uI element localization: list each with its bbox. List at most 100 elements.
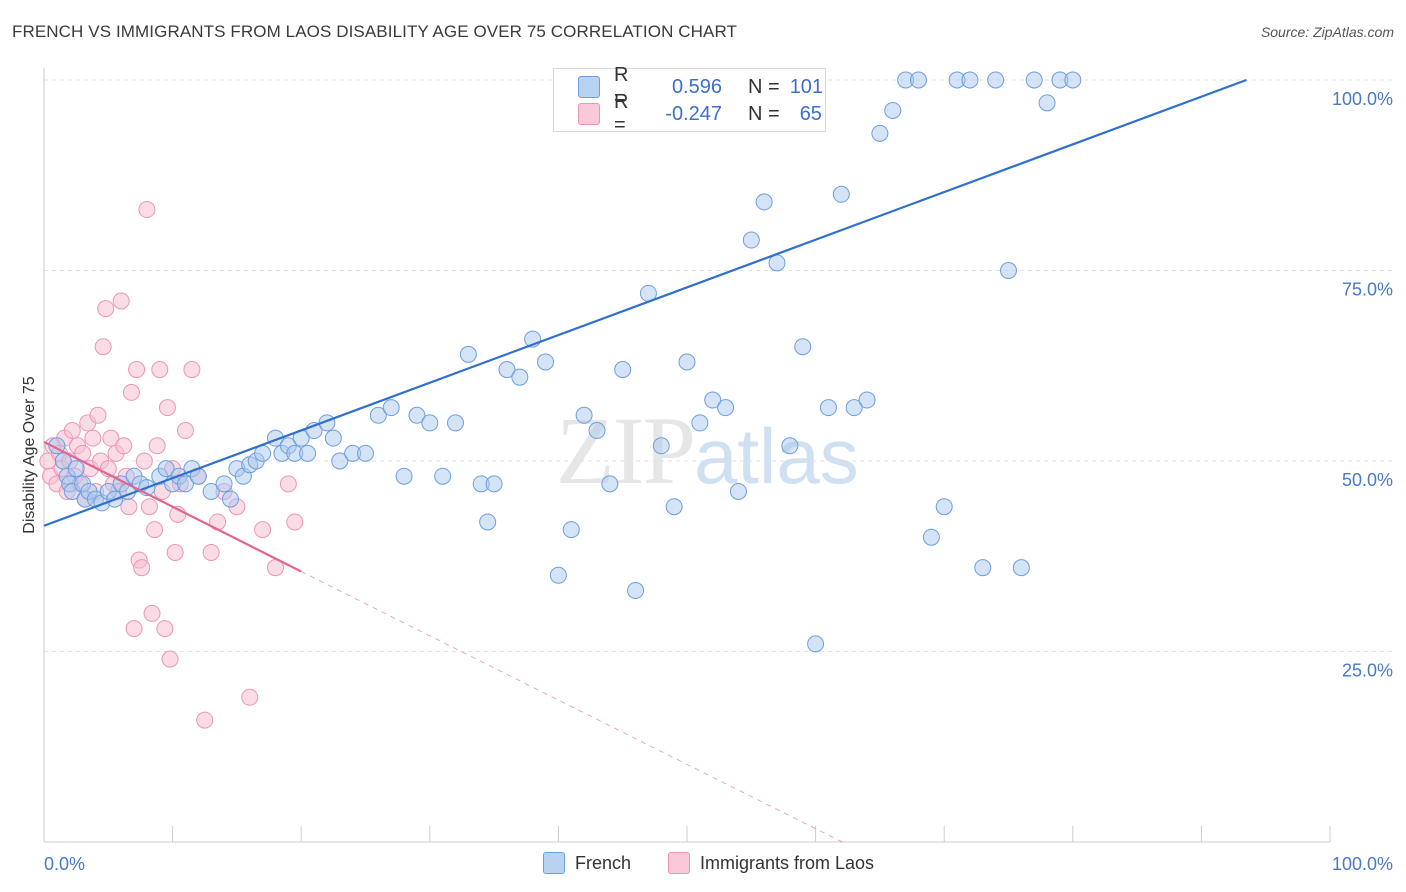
y-tick-label: 25.0%: [1342, 661, 1393, 681]
chart-source: Source: ZipAtlas.com: [1260, 24, 1394, 40]
y-axis-title: Disability Age Over 75: [21, 376, 38, 534]
chart-title: FRENCH VS IMMIGRANTS FROM LAOS DISABILIT…: [12, 22, 738, 41]
french-swatch: [543, 852, 565, 874]
data-point-french: [215, 475, 233, 493]
data-point-french: [1064, 71, 1082, 89]
data-point-laos: [183, 361, 201, 379]
french-swatch: [578, 76, 600, 98]
data-point-french: [479, 513, 497, 531]
data-point-french: [157, 460, 175, 478]
data-point-laos: [138, 201, 156, 219]
laos-r-value: -0.247: [665, 102, 722, 125]
data-point-french: [357, 444, 374, 462]
y-tick-label: 50.0%: [1342, 470, 1393, 490]
data-point-laos: [279, 475, 297, 493]
data-point-french: [729, 482, 747, 500]
r-label: R =: [614, 64, 629, 109]
legend-label-laos: Immigrants from Laos: [700, 852, 875, 873]
data-point-french: [485, 475, 503, 493]
n-label: N =: [748, 102, 780, 125]
data-point-laos: [146, 521, 164, 539]
data-point-laos: [161, 650, 179, 668]
series-legend: French Immigrants from Laos: [0, 852, 1406, 878]
data-point-french: [202, 482, 220, 500]
data-point-laos: [254, 521, 272, 539]
data-point-laos: [202, 543, 220, 561]
data-point-french: [176, 475, 194, 493]
data-point-french: [221, 490, 239, 508]
data-point-laos: [133, 559, 151, 577]
data-point-french: [614, 361, 632, 379]
legend-item-laos[interactable]: Immigrants from Laos: [668, 852, 874, 874]
data-point-laos: [166, 543, 184, 561]
data-point-french: [742, 231, 760, 249]
data-point-french: [922, 528, 940, 546]
data-point-laos: [120, 498, 138, 516]
data-point-french: [1038, 94, 1056, 112]
data-point-laos: [97, 300, 115, 318]
data-point-laos: [84, 429, 102, 447]
data-point-laos: [135, 452, 153, 470]
data-point-french: [961, 71, 979, 89]
data-point-french: [935, 498, 953, 516]
trend-line-french: [43, 78, 1247, 527]
data-point-french: [575, 406, 593, 424]
data-point-laos: [158, 399, 176, 417]
data-point-french: [537, 353, 555, 371]
data-point-french: [549, 566, 567, 584]
watermark-atlas: atlas: [694, 412, 859, 500]
x-tick-label: 100.0%: [1332, 854, 1393, 874]
data-point-french: [627, 582, 645, 600]
trend-line-laos: [43, 440, 302, 573]
legend-row-laos: R = -0.247 N = 65: [578, 91, 822, 136]
grid: [44, 79, 1392, 652]
r-label: R =: [614, 91, 629, 136]
french-n-value: 101: [789, 75, 824, 98]
data-point-french: [768, 254, 786, 272]
data-point-french: [704, 391, 722, 409]
data-point-laos: [94, 338, 112, 356]
data-point-french: [447, 414, 465, 432]
data-point-laos: [148, 437, 166, 455]
data-point-french: [717, 399, 735, 417]
data-point-french: [369, 406, 387, 424]
data-point-laos: [156, 620, 174, 638]
data-point-french: [601, 475, 619, 493]
legend-row-french: R = 0.596 N = 101: [578, 64, 824, 109]
data-point-laos: [286, 513, 304, 531]
data-point-french: [858, 391, 876, 409]
legend-label-french: French: [575, 852, 632, 873]
data-point-laos: [89, 406, 107, 424]
data-point-french: [588, 422, 606, 440]
series-laos-points: [39, 201, 304, 729]
legend-item-french[interactable]: French: [543, 852, 631, 874]
data-point-french: [434, 467, 452, 485]
data-point-french: [884, 101, 902, 119]
y-tick-label: 75.0%: [1342, 280, 1393, 300]
data-point-laos: [63, 422, 81, 440]
data-point-french: [299, 444, 317, 462]
data-point-french: [819, 399, 837, 417]
data-point-french: [562, 521, 580, 539]
data-point-french: [498, 361, 516, 379]
laos-n-value: 65: [799, 102, 822, 125]
data-point-french: [408, 406, 426, 424]
correlation-legend: R = 0.596 N = 101 R = -0.247 N = 65: [553, 64, 826, 136]
n-label: N =: [748, 75, 780, 98]
data-point-french: [1025, 71, 1043, 89]
french-r-value: 0.596: [671, 75, 722, 98]
data-point-french: [459, 345, 477, 363]
data-point-french: [1000, 262, 1017, 279]
data-point-french: [691, 414, 709, 432]
data-point-french: [845, 399, 863, 417]
data-point-french: [781, 437, 799, 455]
data-point-laos: [122, 383, 140, 401]
laos-swatch: [578, 103, 600, 125]
data-point-french: [652, 437, 670, 455]
data-point-french: [1012, 559, 1030, 577]
data-point-french: [832, 185, 850, 203]
data-point-french: [678, 353, 696, 371]
trend-line-laos-extension: [300, 571, 843, 843]
data-point-french: [974, 559, 992, 577]
